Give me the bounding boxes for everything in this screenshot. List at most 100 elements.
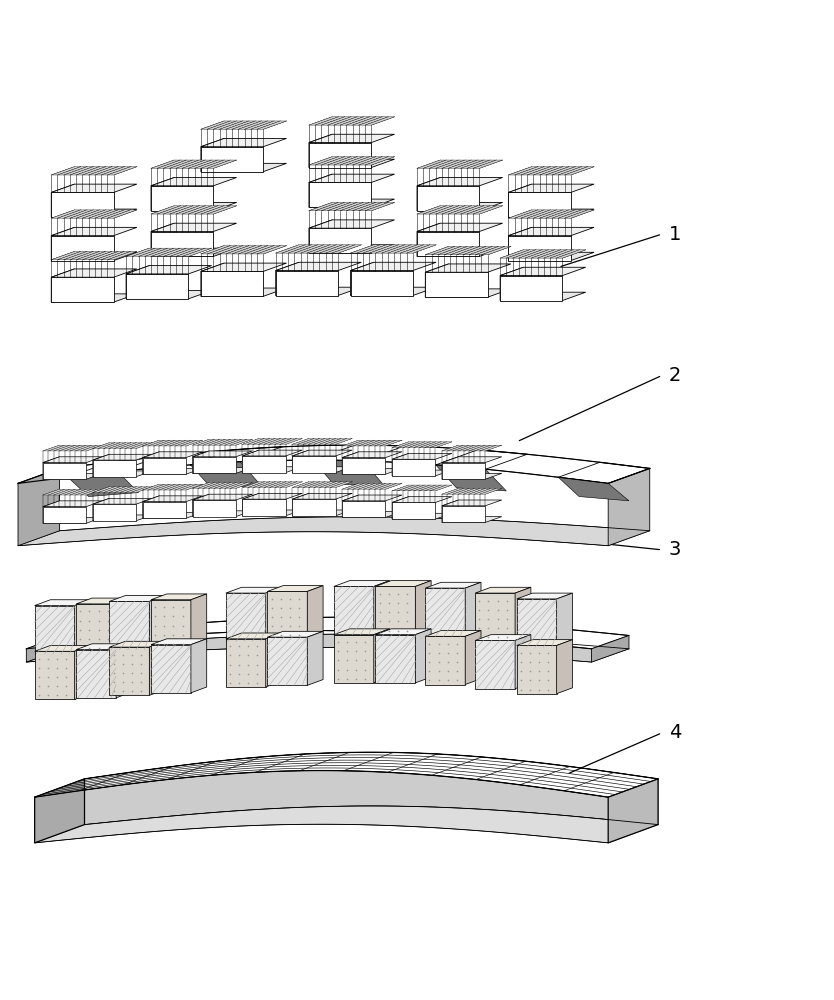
Polygon shape (43, 501, 103, 507)
Polygon shape (226, 246, 255, 254)
Polygon shape (109, 487, 131, 493)
Polygon shape (75, 489, 98, 495)
Text: 3: 3 (669, 540, 681, 559)
Polygon shape (143, 502, 186, 518)
Polygon shape (442, 473, 502, 479)
Polygon shape (309, 134, 332, 168)
Polygon shape (453, 445, 475, 451)
Polygon shape (319, 245, 349, 253)
Polygon shape (540, 167, 569, 175)
Polygon shape (298, 438, 319, 444)
Polygon shape (357, 245, 386, 253)
Polygon shape (93, 454, 109, 477)
Polygon shape (521, 210, 550, 218)
Polygon shape (190, 462, 261, 488)
Polygon shape (309, 117, 339, 125)
Polygon shape (131, 487, 153, 493)
Polygon shape (193, 457, 236, 473)
Polygon shape (509, 184, 594, 192)
Polygon shape (467, 206, 496, 214)
Polygon shape (359, 157, 389, 165)
Polygon shape (225, 483, 247, 488)
Polygon shape (243, 493, 259, 516)
Polygon shape (423, 160, 453, 168)
Polygon shape (275, 482, 297, 488)
Polygon shape (58, 210, 87, 218)
Polygon shape (232, 246, 262, 254)
Polygon shape (334, 117, 364, 125)
Polygon shape (375, 586, 415, 635)
Polygon shape (463, 246, 492, 255)
Polygon shape (243, 510, 302, 516)
Polygon shape (442, 206, 471, 214)
Polygon shape (509, 252, 594, 261)
Polygon shape (309, 159, 394, 168)
Polygon shape (414, 442, 435, 448)
Polygon shape (475, 488, 496, 494)
Polygon shape (244, 246, 274, 254)
Polygon shape (51, 252, 137, 261)
Polygon shape (292, 450, 309, 473)
Polygon shape (93, 504, 136, 521)
Polygon shape (58, 251, 87, 260)
Polygon shape (248, 438, 270, 444)
Polygon shape (465, 631, 481, 685)
Polygon shape (70, 167, 99, 175)
Polygon shape (346, 202, 376, 211)
Polygon shape (70, 489, 92, 495)
Polygon shape (346, 157, 376, 165)
Polygon shape (93, 498, 109, 521)
Polygon shape (219, 439, 242, 445)
Polygon shape (243, 450, 259, 473)
Polygon shape (556, 250, 585, 258)
Polygon shape (232, 121, 262, 129)
Polygon shape (251, 121, 280, 129)
Polygon shape (257, 121, 287, 129)
Polygon shape (27, 617, 629, 649)
Polygon shape (83, 167, 112, 175)
Polygon shape (348, 483, 369, 489)
Polygon shape (417, 202, 503, 211)
Polygon shape (313, 460, 384, 485)
Polygon shape (180, 440, 203, 446)
Polygon shape (348, 440, 369, 446)
Polygon shape (125, 443, 148, 448)
Polygon shape (243, 456, 286, 473)
Polygon shape (334, 586, 374, 635)
Polygon shape (280, 482, 302, 488)
Polygon shape (230, 439, 253, 445)
Polygon shape (93, 515, 153, 521)
Polygon shape (93, 443, 115, 448)
Polygon shape (208, 439, 231, 445)
Polygon shape (268, 586, 323, 591)
Polygon shape (309, 143, 371, 168)
Polygon shape (309, 174, 332, 207)
Polygon shape (334, 202, 364, 211)
Polygon shape (207, 160, 237, 168)
Polygon shape (591, 635, 629, 662)
Polygon shape (430, 206, 459, 214)
Polygon shape (120, 443, 142, 448)
Polygon shape (193, 494, 209, 517)
Polygon shape (169, 440, 192, 446)
Polygon shape (392, 513, 452, 519)
Polygon shape (417, 248, 503, 256)
Polygon shape (309, 202, 339, 211)
Polygon shape (442, 160, 471, 168)
Polygon shape (88, 167, 118, 175)
Polygon shape (126, 248, 156, 256)
Polygon shape (455, 160, 484, 168)
Polygon shape (125, 487, 148, 493)
Polygon shape (151, 223, 237, 232)
Polygon shape (350, 245, 380, 253)
Polygon shape (201, 263, 287, 271)
Polygon shape (59, 489, 81, 495)
Polygon shape (442, 445, 464, 451)
Polygon shape (425, 631, 481, 636)
Polygon shape (264, 482, 286, 488)
Polygon shape (143, 496, 203, 502)
Polygon shape (556, 640, 572, 694)
Polygon shape (151, 594, 207, 600)
Polygon shape (403, 442, 425, 448)
Polygon shape (182, 206, 212, 214)
